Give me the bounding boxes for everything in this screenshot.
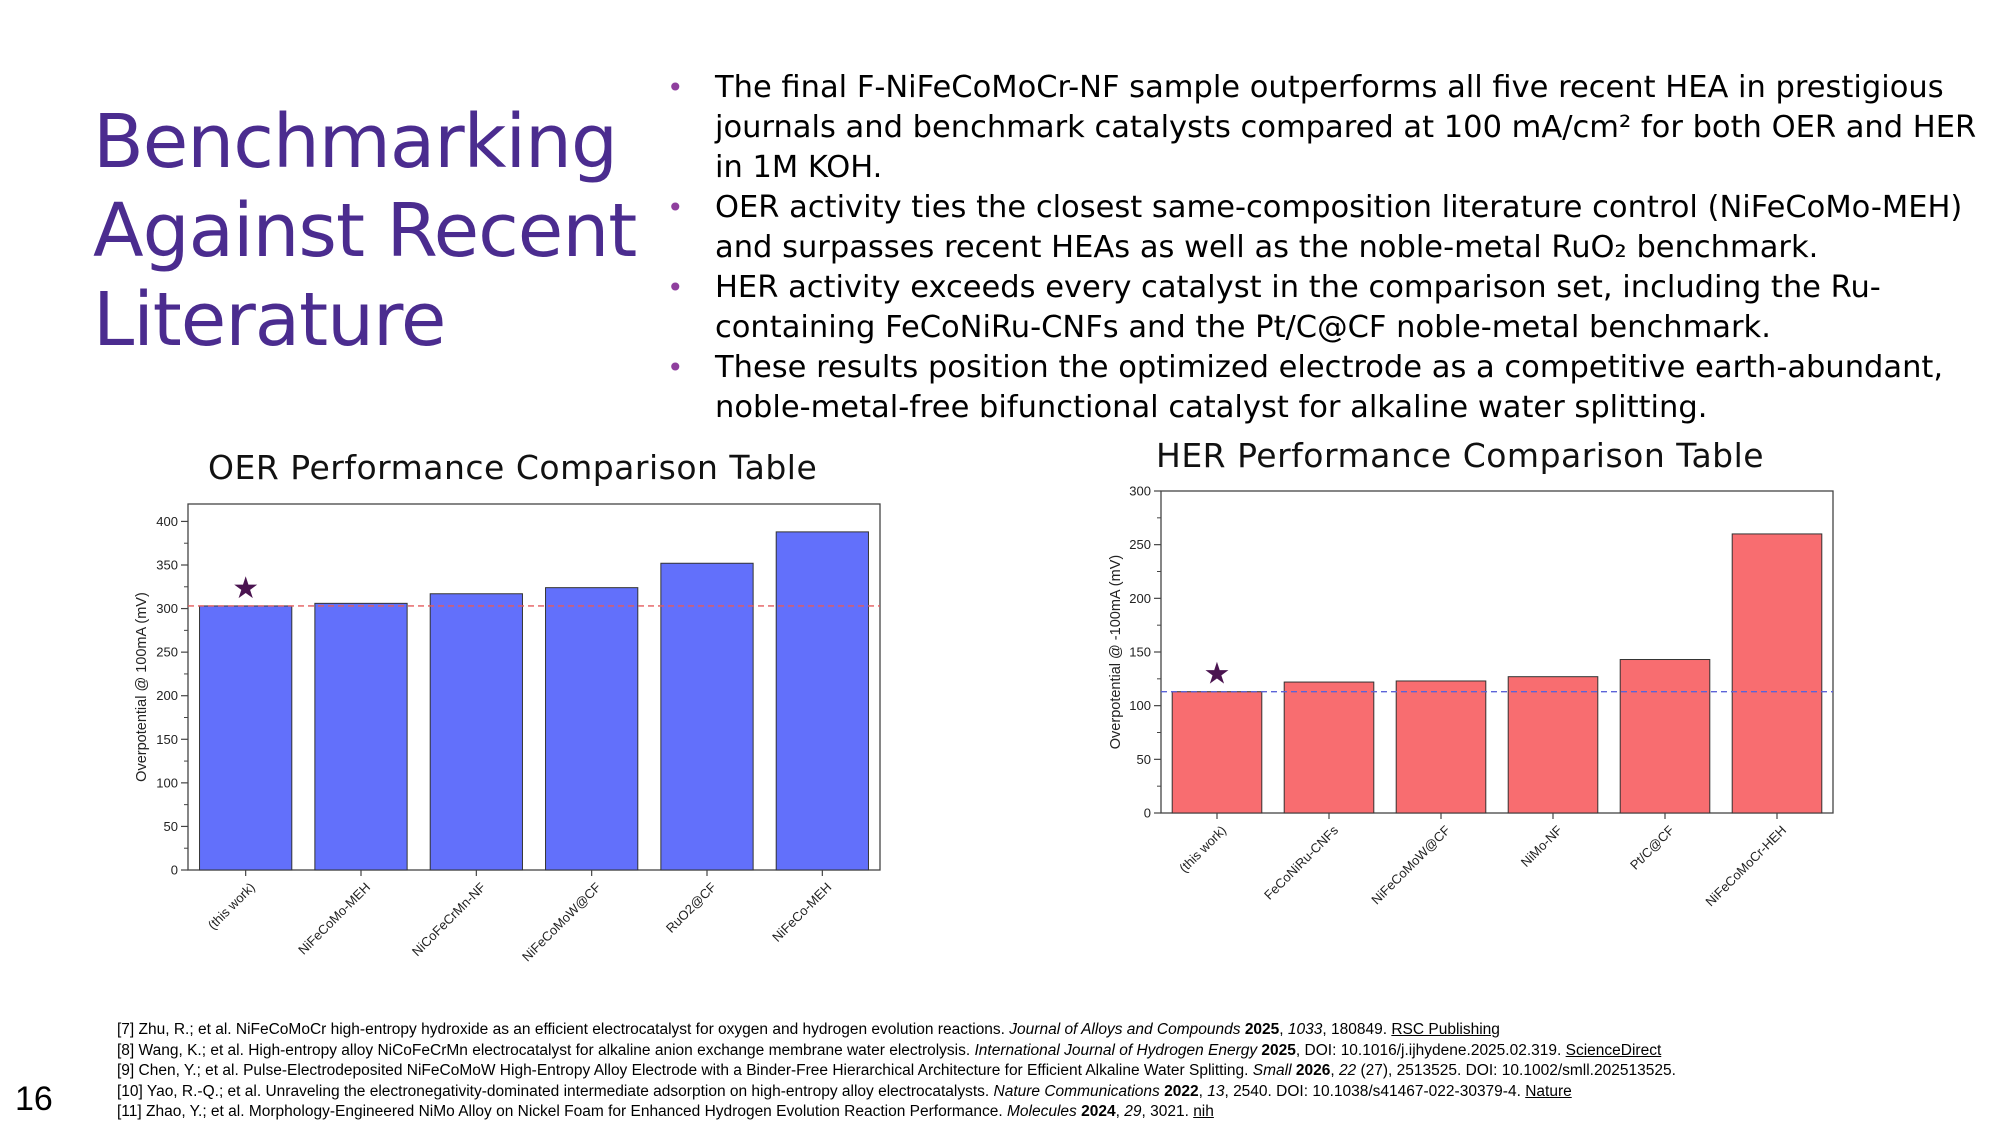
bar [1395,680,1487,814]
reference-year: 2022 [1164,1082,1199,1100]
y-tick-label: 50 [1137,752,1151,767]
bullet-dot-icon: • [667,71,684,104]
x-tick-label: NiMo-NF [1518,822,1565,869]
reference-text: [8] Wang, K.; et al. High-entropy alloy … [117,1041,975,1059]
y-axis-label: Overpotential @ 100mA (mV) [134,592,150,782]
reference-item: [8] Wang, K.; et al. High-entropy alloy … [117,1041,1997,1062]
reference-text: [11] Zhao, Y.; et al. Morphology-Enginee… [117,1103,1008,1120]
reference-journal: Journal of Alloys and Compounds [1009,1021,1241,1038]
reference-journal: International Journal of Hydrogen Energy [974,1041,1258,1059]
y-tick-label: 50 [164,819,178,834]
reference-item: [7] Zhu, R.; et al. NiFeCoMoCr high-entr… [117,1020,1997,1041]
y-tick-label: 0 [171,863,178,878]
bullet-item: • These results position the optimized el… [662,348,1987,428]
slide-title-line: Against Recent [93,188,637,274]
slide-title: Benchmarking Against Recent Literature [93,98,653,365]
y-tick-label: 250 [1129,537,1151,552]
x-tick-label: NiFeCoMoCr-HEH [1702,823,1789,910]
y-tick-label: 100 [156,775,178,790]
reference-year: 2026 [1295,1062,1331,1079]
bullet-dot-icon: • [667,351,684,384]
y-axis-label: Overpotential @ -100mA (mV) [1108,555,1124,749]
slide-title-line: Benchmarking [93,99,618,185]
reference-journal: 13 [1207,1082,1225,1100]
her-chart-title: HER Performance Comparison Table [1156,436,1765,475]
x-tick-label: (this work) [1176,823,1229,876]
reference-text: , 2540. DOI: 10.1038/s41467-022-30379-4. [1224,1082,1526,1100]
reference-journal: 22 [1338,1062,1357,1079]
bar [545,587,639,871]
y-tick-label: 400 [156,514,178,529]
y-tick-label: 350 [156,558,178,573]
y-tick-label: 100 [1129,698,1151,713]
her-bar-chart: 0 50 100 150 200 250 300 Overpotential @ -100mA… [1108,484,1834,910]
reference-text: [10] Yao, R.-Q.; et al. Unraveling the e… [117,1082,994,1100]
star-icon: ★ [1204,658,1231,691]
bar [1507,676,1599,814]
reference-journal: Small [1252,1062,1292,1079]
reference-text: [7] Zhu, R.; et al. NiFeCoMoCr high-entr… [117,1021,1010,1038]
reference-text: [9] Chen, Y.; et al. Pulse-Electrodeposi… [117,1062,1253,1079]
bullet-text: These results position the optimized ele… [715,350,1944,425]
reference-item: [10] Yao, R.-Q.; et al. Unraveling the e… [117,1082,1997,1103]
reference-year: 2025 [1244,1021,1280,1038]
bar [660,562,754,871]
y-tick-label: 300 [156,601,178,616]
reference-link[interactable]: nih [1193,1103,1214,1120]
reference-text: , [1279,1021,1288,1038]
bar [199,605,293,871]
reference-link[interactable]: RSC Publishing [1391,1021,1500,1038]
bullet-item: • The final F-NiFeCoMoCr-NF sample outper… [662,68,1987,188]
reference-journal: 29 [1124,1103,1142,1120]
y-tick-label: 150 [1129,645,1151,660]
reference-journal: 1033 [1287,1021,1323,1038]
y-tick-label: 150 [156,732,178,747]
reference-text: , 3021. [1141,1103,1194,1120]
bullet-list: • The final F-NiFeCoMoCr-NF sample outper… [662,68,1987,428]
bar [1171,691,1263,814]
y-tick-label: 200 [1129,591,1151,606]
bullet-dot-icon: • [667,271,684,304]
bar [1619,659,1711,814]
bullet-dot-icon: • [667,191,684,224]
references: [7] Zhu, R.; et al. NiFeCoMoCr high-entr… [117,1020,1997,1123]
reference-journal: Nature Communications [993,1082,1160,1100]
reference-year: 2024 [1081,1103,1116,1120]
x-tick-label: FeCoNiRu-CNFs [1261,822,1341,902]
bar [1283,681,1375,814]
bullet-text: OER activity ties the closest same-compo… [715,190,1963,265]
reference-item: [11] Zhao, Y.; et al. Morphology-Enginee… [117,1102,1997,1123]
y-tick-label: 300 [1129,484,1151,499]
bullet-text: The final F-NiFeCoMoCr-NF sample outperf… [715,70,1977,185]
bar [1731,533,1823,814]
plot-frame [187,503,881,871]
slide-title-line: Literature [93,277,446,363]
reference-item: [9] Chen, Y.; et al. Pulse-Electrodeposi… [117,1061,1997,1082]
y-tick-label: 0 [1144,806,1151,821]
reference-text: , [1198,1082,1208,1100]
bar [775,531,869,871]
star-icon: ★ [232,572,259,605]
bullet-text: HER activity exceeds every catalyst in t… [715,270,1881,345]
oer-bar-chart: 0 50 100 150 200 250 300 350 400 Overpotential @ … [134,503,881,964]
reference-text: , DOI: 10.1016/j.ijhydene.2025.02.319. [1295,1041,1566,1059]
reference-link[interactable]: Nature [1525,1082,1572,1100]
reference-text: , [1115,1103,1125,1120]
reference-year: 2025 [1261,1041,1296,1059]
bullet-item: • OER activity ties the closest same-comp… [662,188,1987,268]
x-tick-label: NiFeCoMoW@CF [1368,822,1453,907]
bullet-item: • HER activity exceeds every catalyst in … [662,268,1987,348]
page-number: 16 [15,1080,53,1118]
reference-text: (27), 2513525. DOI: 10.1002/smll.2025135… [1356,1062,1676,1079]
x-tick-label: Pt/C@CF [1627,822,1677,872]
oer-chart-title: OER Performance Comparison Table [208,448,818,487]
reference-text: , 180849. [1322,1021,1392,1038]
reference-link[interactable]: ScienceDirect [1565,1041,1662,1059]
y-tick-label: 200 [156,688,178,703]
reference-text: , [1330,1062,1339,1079]
reference-journal: Molecules [1007,1103,1077,1120]
y-tick-label: 250 [156,645,178,660]
